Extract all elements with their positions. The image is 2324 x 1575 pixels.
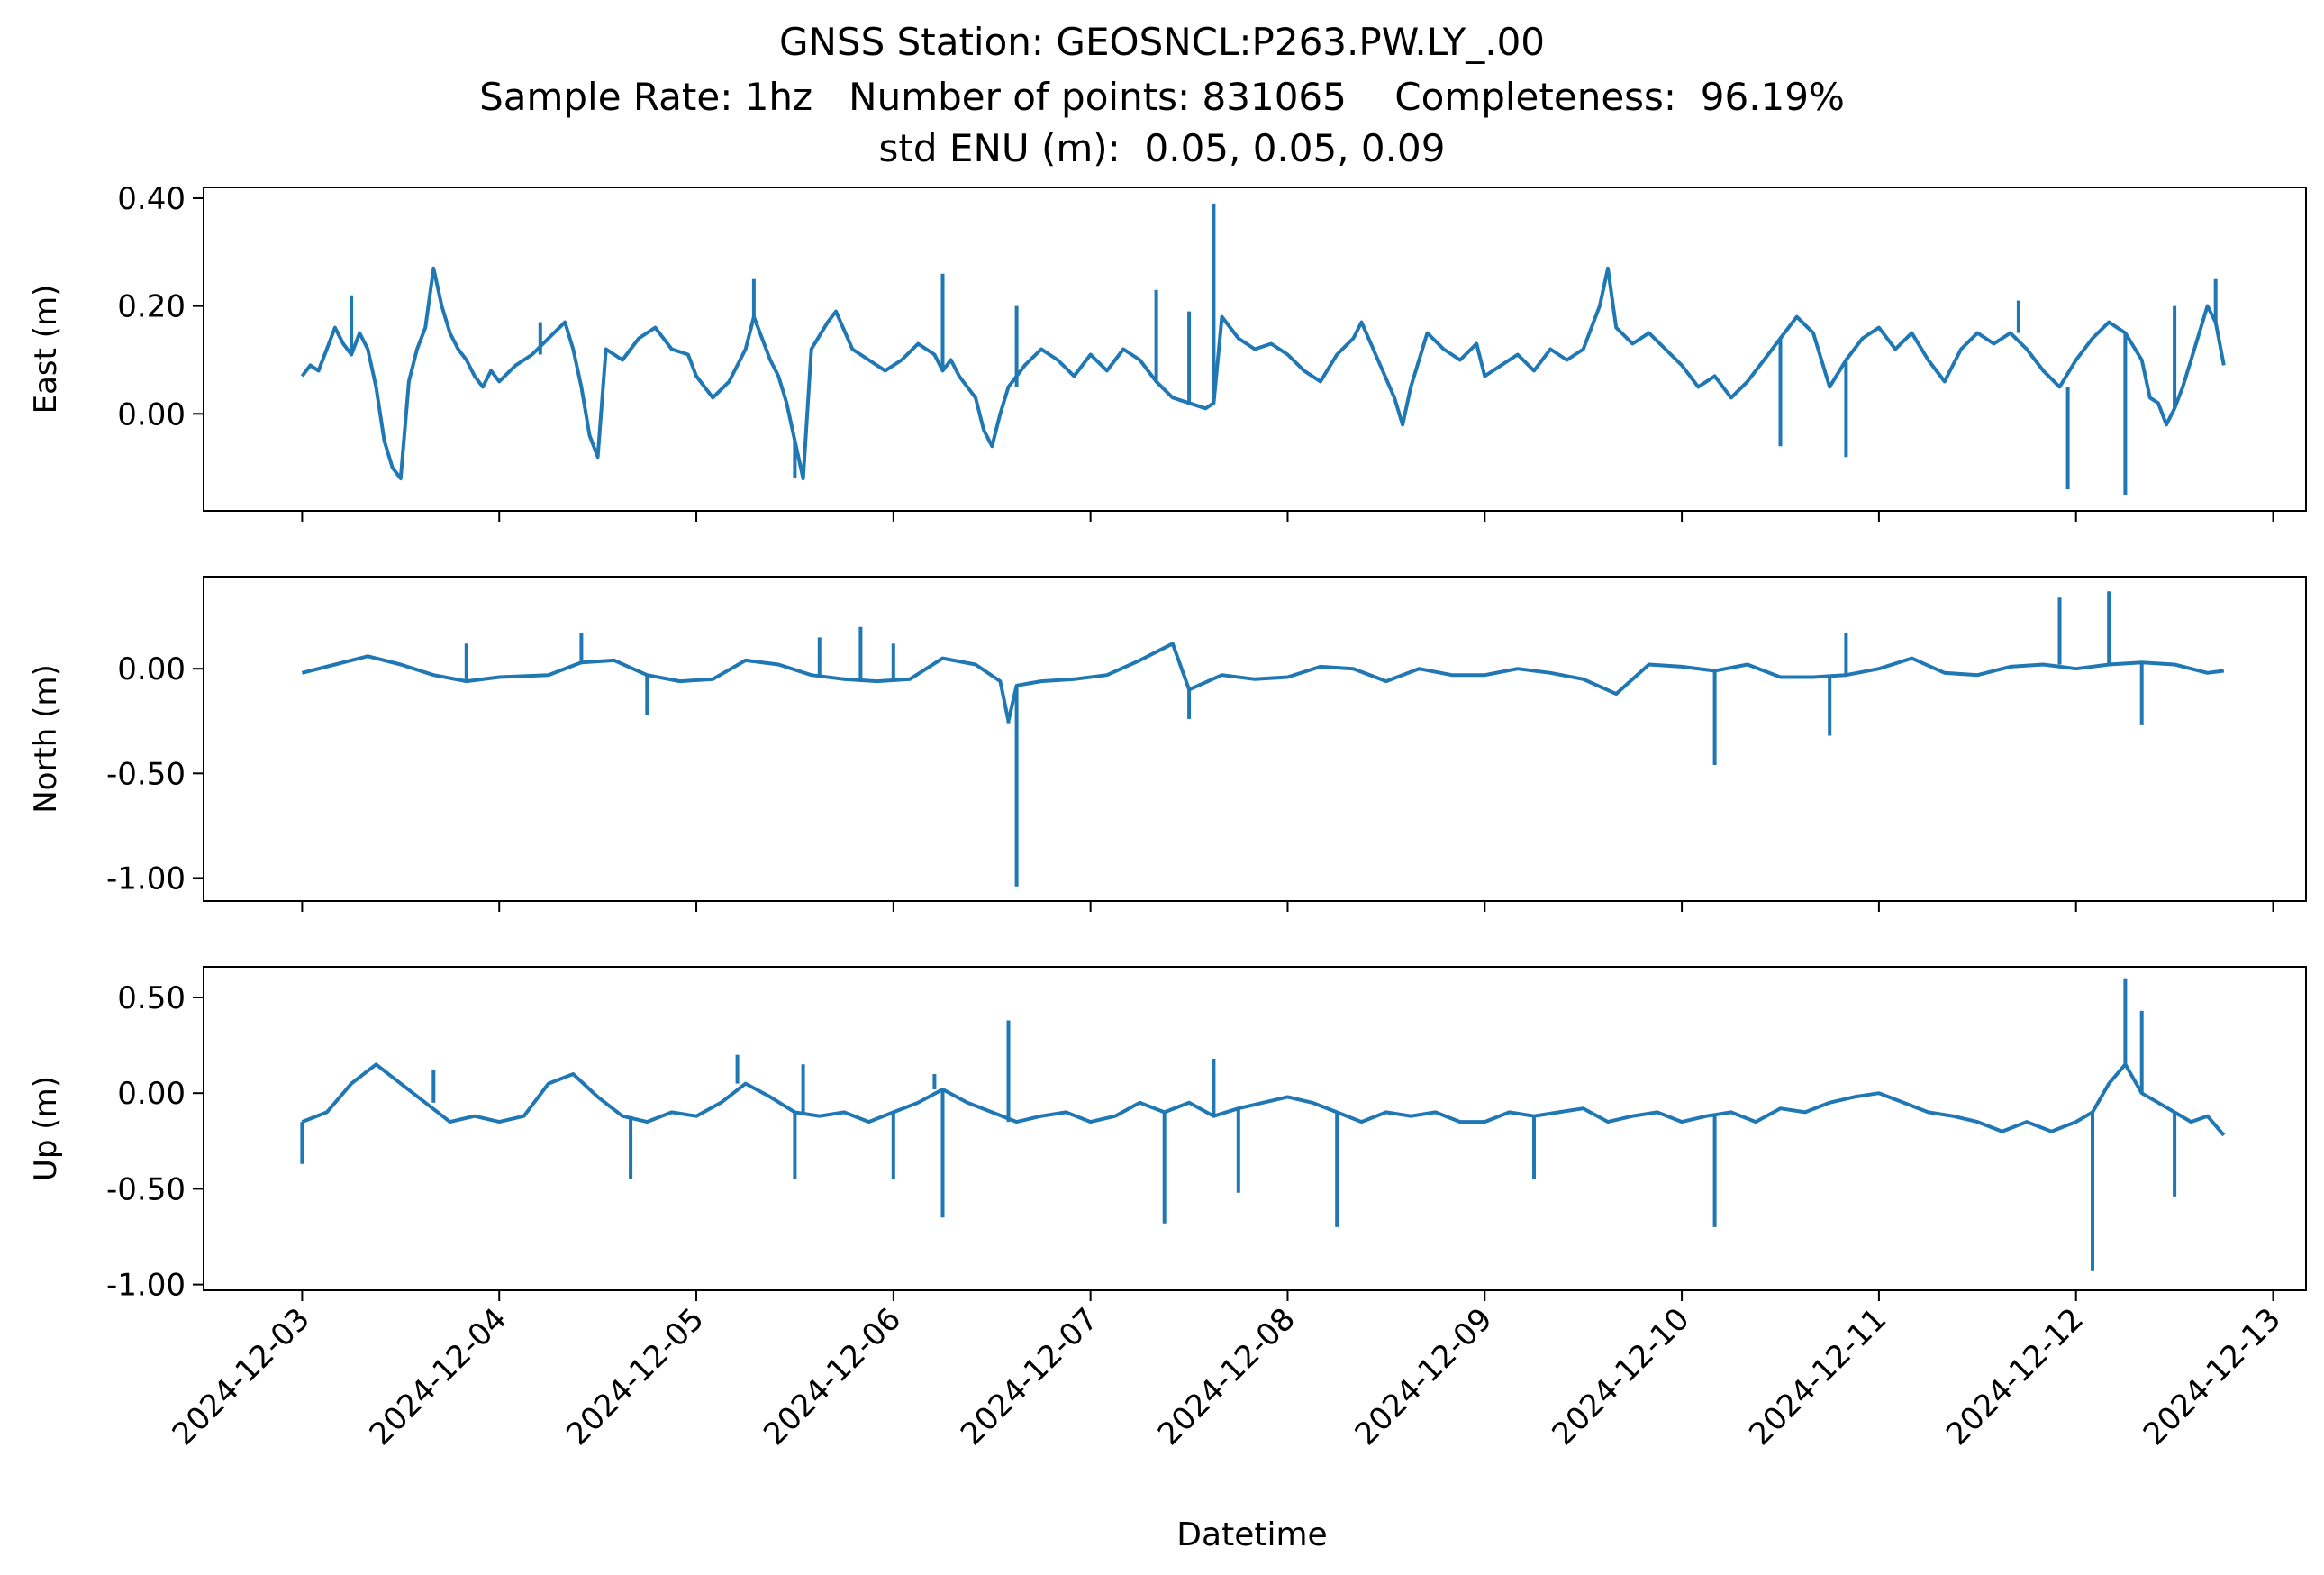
east-series-line [300,266,2226,481]
x-axis-label: Datetime [1176,1516,1327,1553]
east-y-tick-label: 0.40 [117,181,186,217]
x-tick-label: 2024-12-05 [559,1301,711,1452]
north-series-line [301,642,2225,724]
east-y-axis-label: East (m) [28,285,64,414]
north-y-axis-label: North (m) [28,664,64,814]
x-tick-label: 2024-12-13 [2137,1301,2288,1452]
east-y-tick-label: 0.00 [117,396,186,432]
north-y-tick-label: -1.00 [106,860,186,897]
panel-up: 0.50 0.00 -0.50 -1.00 Up (m) [28,966,2307,1304]
up-y-tick-label: -0.50 [106,1171,186,1207]
up-series-line [301,1062,2226,1137]
x-tick-label: 2024-12-11 [1742,1301,1893,1452]
x-tick-label: 2024-12-12 [1939,1301,2091,1452]
chart-subtitle-sample-info: Sample Rate: 1hz Number of points: 83106… [479,75,1845,119]
x-tick-label: 2024-12-10 [1545,1301,1696,1452]
east-y-tick-label: 0.20 [117,289,186,325]
x-tick-label: 2024-12-03 [166,1301,317,1452]
up-y-tick-label: -1.00 [106,1268,186,1304]
up-y-tick-label: 0.00 [117,1076,186,1112]
x-tick-label: 2024-12-04 [363,1301,514,1452]
east-axes-frame [203,187,2307,512]
north-axes-frame [203,576,2307,902]
up-y-tick-label: 0.50 [117,980,186,1016]
x-tick-label: 2024-12-07 [954,1301,1105,1452]
x-axis: 2024-12-03 2024-12-04 2024-12-05 2024-12-06… [166,1301,2288,1452]
panel-east: 0.40 0.20 0.00 East (m) [28,181,2307,522]
chart-title: GNSS Station: GEOSNCL:P263.PW.LY_.00 [778,20,1546,64]
north-y-tick-label: 0.00 [117,651,186,687]
north-y-tick-label: -0.50 [106,756,186,792]
panel-north: 0.00 -0.50 -1.00 North (m) [28,576,2307,912]
x-tick-label: 2024-12-06 [757,1301,908,1452]
up-axes-frame [203,966,2307,1291]
x-tick-label: 2024-12-09 [1348,1301,1500,1452]
chart-subtitle-std-enu: std ENU (m): 0.05, 0.05, 0.09 [878,126,1446,170]
up-y-axis-label: Up (m) [28,1076,64,1181]
x-tick-label: 2024-12-08 [1151,1301,1303,1452]
